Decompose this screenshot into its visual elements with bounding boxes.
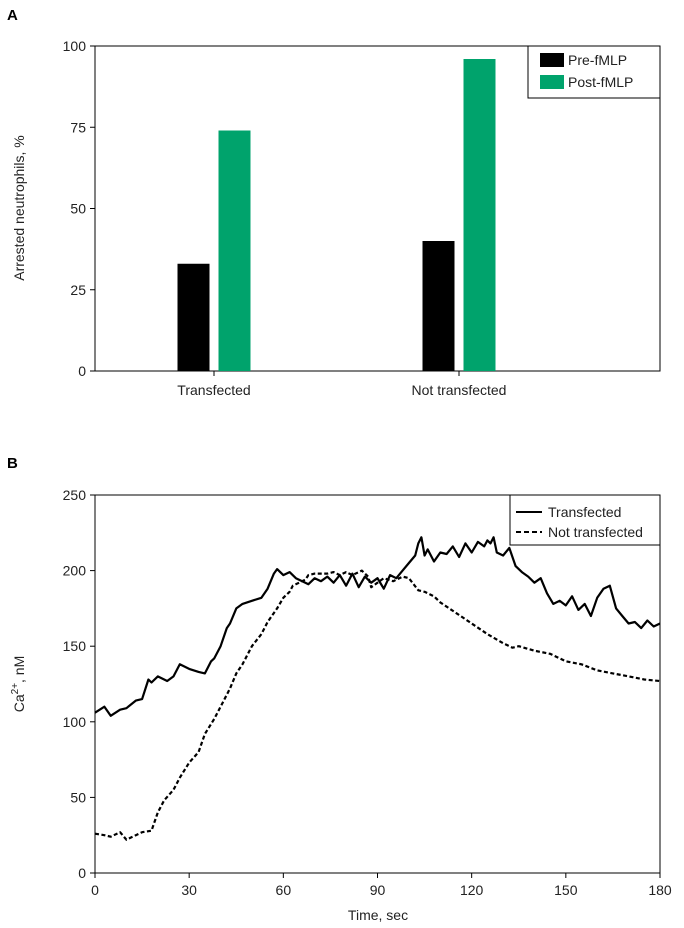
x-tick-label: 0 bbox=[91, 882, 99, 898]
legend-label-pre-fmlp: Pre-fMLP bbox=[568, 52, 627, 68]
bar-pre-1 bbox=[422, 241, 455, 371]
y-tick-label: 0 bbox=[78, 865, 86, 881]
y-tick-label: 150 bbox=[63, 638, 87, 654]
x-tick-label: Not transfected bbox=[412, 382, 507, 398]
series-line-not-transfected bbox=[94, 569, 661, 841]
y-tick-label: 0 bbox=[78, 363, 86, 379]
chart-b-x-axis-label: Time, sec bbox=[348, 907, 408, 923]
legend-label-transfected: Transfected bbox=[548, 504, 621, 520]
chart-a-bars bbox=[177, 59, 496, 371]
series-line-transfected bbox=[94, 536, 661, 717]
chart-b-frame bbox=[94, 494, 661, 874]
chart-a-x-axis: Transfected Not transfected bbox=[177, 371, 506, 398]
chart-b-lines bbox=[94, 536, 661, 841]
legend-label-post-fmlp: Post-fMLP bbox=[568, 74, 633, 90]
y-tick-label: 200 bbox=[63, 563, 87, 579]
y-label-superscript: 2+ bbox=[10, 683, 21, 695]
x-tick-label: 90 bbox=[370, 882, 386, 898]
legend-swatch-pre-fmlp bbox=[540, 53, 564, 67]
y-tick-label: 50 bbox=[70, 789, 86, 805]
panel-b-letter: B bbox=[7, 455, 18, 472]
x-tick-label: 120 bbox=[460, 882, 484, 898]
legend-swatch-post-fmlp bbox=[540, 75, 564, 89]
x-tick-label: 150 bbox=[554, 882, 578, 898]
chart-a-legend: Pre-fMLP Post-fMLP bbox=[527, 45, 661, 99]
chart-b-y-axis-label: Ca2+, nM bbox=[10, 656, 27, 713]
y-tick-label: 50 bbox=[70, 201, 86, 217]
bar-post-1 bbox=[463, 59, 496, 371]
chart-a-y-axis-label: Arrested neutrophils, % bbox=[11, 135, 27, 281]
chart-a-y-axis: 0 25 50 75 100 bbox=[63, 38, 95, 379]
chart-b-y-axis: 0 50 100 150 200 250 bbox=[63, 487, 95, 881]
y-label-base: Ca bbox=[11, 694, 27, 712]
bar-post-0 bbox=[218, 130, 251, 371]
panel-a-letter: A bbox=[7, 7, 18, 24]
bar-pre-0 bbox=[177, 263, 210, 371]
legend-label-not-transfected: Not transfected bbox=[548, 524, 643, 540]
chart-b-legend: Transfected Not transfected bbox=[509, 494, 661, 546]
x-tick-label: 60 bbox=[276, 882, 292, 898]
chart-b-x-axis: 0 30 60 90 120 150 180 bbox=[91, 873, 672, 898]
chart-b: 0 50 100 150 200 250 0 30 60 90 120 150 180 Time, s… bbox=[10, 487, 672, 923]
y-label-unit: , nM bbox=[11, 656, 27, 683]
x-tick-label: Transfected bbox=[177, 382, 250, 398]
y-tick-label: 25 bbox=[70, 282, 86, 298]
y-tick-label: 250 bbox=[63, 487, 87, 503]
y-tick-label: 100 bbox=[63, 38, 87, 54]
chart-b-legend-box bbox=[509, 494, 661, 546]
x-tick-label: 180 bbox=[648, 882, 672, 898]
y-tick-label: 75 bbox=[70, 119, 86, 135]
x-tick-label: 30 bbox=[181, 882, 197, 898]
y-tick-label: 100 bbox=[63, 714, 87, 730]
chart-a: 0 25 50 75 100 Transfected Not transfected Ar… bbox=[11, 38, 661, 398]
